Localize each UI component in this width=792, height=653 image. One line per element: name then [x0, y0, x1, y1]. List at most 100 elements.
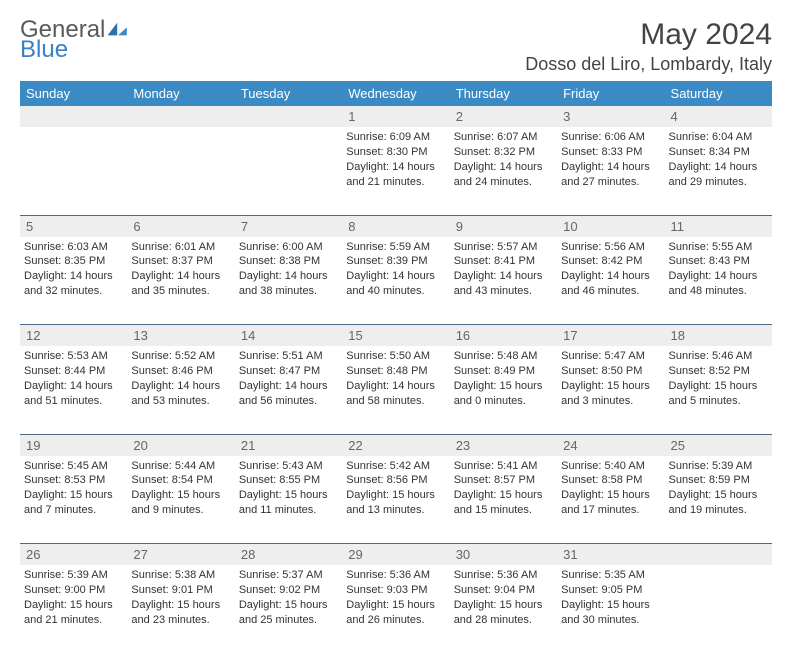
day-cell: Sunrise: 5:52 AMSunset: 8:46 PMDaylight:… — [127, 346, 234, 434]
daylight-line-2: and 35 minutes. — [131, 284, 230, 299]
day-header: Sunday — [20, 81, 127, 106]
sunset-line: Sunset: 9:05 PM — [561, 583, 660, 598]
day-details: Sunrise: 5:48 AMSunset: 8:49 PMDaylight:… — [454, 349, 553, 408]
day-cell: Sunrise: 5:40 AMSunset: 8:58 PMDaylight:… — [557, 456, 664, 544]
day-header: Wednesday — [342, 81, 449, 106]
day-details: Sunrise: 5:38 AMSunset: 9:01 PMDaylight:… — [131, 568, 230, 627]
day-cell: Sunrise: 5:57 AMSunset: 8:41 PMDaylight:… — [450, 237, 557, 325]
week-row: Sunrise: 6:09 AMSunset: 8:30 PMDaylight:… — [20, 127, 772, 215]
sunrise-line: Sunrise: 5:55 AM — [669, 240, 768, 255]
daylight-line-2: and 21 minutes. — [346, 175, 445, 190]
day-details: Sunrise: 5:47 AMSunset: 8:50 PMDaylight:… — [561, 349, 660, 408]
day-cell: Sunrise: 5:39 AMSunset: 8:59 PMDaylight:… — [665, 456, 772, 544]
daynum-row: 12131415161718 — [20, 325, 772, 347]
day-details: Sunrise: 5:45 AMSunset: 8:53 PMDaylight:… — [24, 459, 123, 518]
sunrise-line: Sunrise: 5:56 AM — [561, 240, 660, 255]
daylight-line-2: and 28 minutes. — [454, 613, 553, 628]
daylight-line-2: and 19 minutes. — [669, 503, 768, 518]
sunset-line: Sunset: 8:37 PM — [131, 254, 230, 269]
week-row: Sunrise: 5:39 AMSunset: 9:00 PMDaylight:… — [20, 565, 772, 653]
daylight-line-1: Daylight: 14 hours — [24, 379, 123, 394]
day-cell: Sunrise: 5:53 AMSunset: 8:44 PMDaylight:… — [20, 346, 127, 434]
day-details: Sunrise: 5:40 AMSunset: 8:58 PMDaylight:… — [561, 459, 660, 518]
sunset-line: Sunset: 8:41 PM — [454, 254, 553, 269]
sunrise-line: Sunrise: 6:00 AM — [239, 240, 338, 255]
day-number: 31 — [557, 544, 664, 566]
sunrise-line: Sunrise: 5:51 AM — [239, 349, 338, 364]
daylight-line-1: Daylight: 14 hours — [346, 269, 445, 284]
day-details: Sunrise: 5:39 AMSunset: 8:59 PMDaylight:… — [669, 459, 768, 518]
sunrise-line: Sunrise: 5:36 AM — [346, 568, 445, 583]
daylight-line-1: Daylight: 14 hours — [131, 269, 230, 284]
week-row: Sunrise: 6:03 AMSunset: 8:35 PMDaylight:… — [20, 237, 772, 325]
daylight-line-1: Daylight: 15 hours — [131, 598, 230, 613]
daylight-line-1: Daylight: 14 hours — [131, 379, 230, 394]
sunrise-line: Sunrise: 5:47 AM — [561, 349, 660, 364]
header: GeneralBlue May 2024 Dosso del Liro, Lom… — [20, 18, 772, 75]
daylight-line-2: and 43 minutes. — [454, 284, 553, 299]
day-number: 21 — [235, 434, 342, 456]
daylight-line-2: and 17 minutes. — [561, 503, 660, 518]
day-cell: Sunrise: 6:04 AMSunset: 8:34 PMDaylight:… — [665, 127, 772, 215]
day-details: Sunrise: 5:51 AMSunset: 8:47 PMDaylight:… — [239, 349, 338, 408]
day-number: 25 — [665, 434, 772, 456]
day-details: Sunrise: 5:57 AMSunset: 8:41 PMDaylight:… — [454, 240, 553, 299]
sunset-line: Sunset: 8:47 PM — [239, 364, 338, 379]
day-cell: Sunrise: 5:56 AMSunset: 8:42 PMDaylight:… — [557, 237, 664, 325]
day-details: Sunrise: 6:06 AMSunset: 8:33 PMDaylight:… — [561, 130, 660, 189]
day-details: Sunrise: 5:59 AMSunset: 8:39 PMDaylight:… — [346, 240, 445, 299]
daynum-row: 567891011 — [20, 215, 772, 237]
day-number: 29 — [342, 544, 449, 566]
daylight-line-2: and 26 minutes. — [346, 613, 445, 628]
day-number: 3 — [557, 106, 664, 127]
daylight-line-1: Daylight: 15 hours — [239, 488, 338, 503]
sunset-line: Sunset: 9:02 PM — [239, 583, 338, 598]
sunrise-line: Sunrise: 5:38 AM — [131, 568, 230, 583]
day-details: Sunrise: 5:55 AMSunset: 8:43 PMDaylight:… — [669, 240, 768, 299]
sunrise-line: Sunrise: 5:50 AM — [346, 349, 445, 364]
day-number: 15 — [342, 325, 449, 347]
day-number: 10 — [557, 215, 664, 237]
day-cell: Sunrise: 5:45 AMSunset: 8:53 PMDaylight:… — [20, 456, 127, 544]
day-number: 23 — [450, 434, 557, 456]
day-details: Sunrise: 5:43 AMSunset: 8:55 PMDaylight:… — [239, 459, 338, 518]
day-details: Sunrise: 5:37 AMSunset: 9:02 PMDaylight:… — [239, 568, 338, 627]
day-number: 16 — [450, 325, 557, 347]
day-details: Sunrise: 5:36 AMSunset: 9:04 PMDaylight:… — [454, 568, 553, 627]
sunset-line: Sunset: 8:49 PM — [454, 364, 553, 379]
day-details: Sunrise: 5:56 AMSunset: 8:42 PMDaylight:… — [561, 240, 660, 299]
day-cell: Sunrise: 6:01 AMSunset: 8:37 PMDaylight:… — [127, 237, 234, 325]
day-cell: Sunrise: 5:36 AMSunset: 9:04 PMDaylight:… — [450, 565, 557, 653]
sunrise-line: Sunrise: 5:52 AM — [131, 349, 230, 364]
daylight-line-1: Daylight: 14 hours — [24, 269, 123, 284]
day-header: Tuesday — [235, 81, 342, 106]
daylight-line-2: and 51 minutes. — [24, 394, 123, 409]
day-header: Thursday — [450, 81, 557, 106]
daylight-line-2: and 11 minutes. — [239, 503, 338, 518]
day-number: 18 — [665, 325, 772, 347]
day-cell: Sunrise: 5:43 AMSunset: 8:55 PMDaylight:… — [235, 456, 342, 544]
daylight-line-2: and 32 minutes. — [24, 284, 123, 299]
daylight-line-2: and 40 minutes. — [346, 284, 445, 299]
sunset-line: Sunset: 8:53 PM — [24, 473, 123, 488]
day-number: 4 — [665, 106, 772, 127]
day-cell: Sunrise: 5:50 AMSunset: 8:48 PMDaylight:… — [342, 346, 449, 434]
daylight-line-2: and 58 minutes. — [346, 394, 445, 409]
daylight-line-2: and 3 minutes. — [561, 394, 660, 409]
day-cell — [235, 127, 342, 215]
day-number — [665, 544, 772, 566]
sunset-line: Sunset: 8:32 PM — [454, 145, 553, 160]
daynum-row: 19202122232425 — [20, 434, 772, 456]
day-cell — [20, 127, 127, 215]
day-cell: Sunrise: 5:41 AMSunset: 8:57 PMDaylight:… — [450, 456, 557, 544]
daylight-line-2: and 0 minutes. — [454, 394, 553, 409]
sunset-line: Sunset: 8:30 PM — [346, 145, 445, 160]
sunset-line: Sunset: 8:42 PM — [561, 254, 660, 269]
sunrise-line: Sunrise: 5:42 AM — [346, 459, 445, 474]
day-cell: Sunrise: 6:03 AMSunset: 8:35 PMDaylight:… — [20, 237, 127, 325]
daylight-line-1: Daylight: 14 hours — [454, 160, 553, 175]
day-number — [20, 106, 127, 127]
sunrise-line: Sunrise: 5:36 AM — [454, 568, 553, 583]
sunset-line: Sunset: 8:54 PM — [131, 473, 230, 488]
sunrise-line: Sunrise: 6:01 AM — [131, 240, 230, 255]
